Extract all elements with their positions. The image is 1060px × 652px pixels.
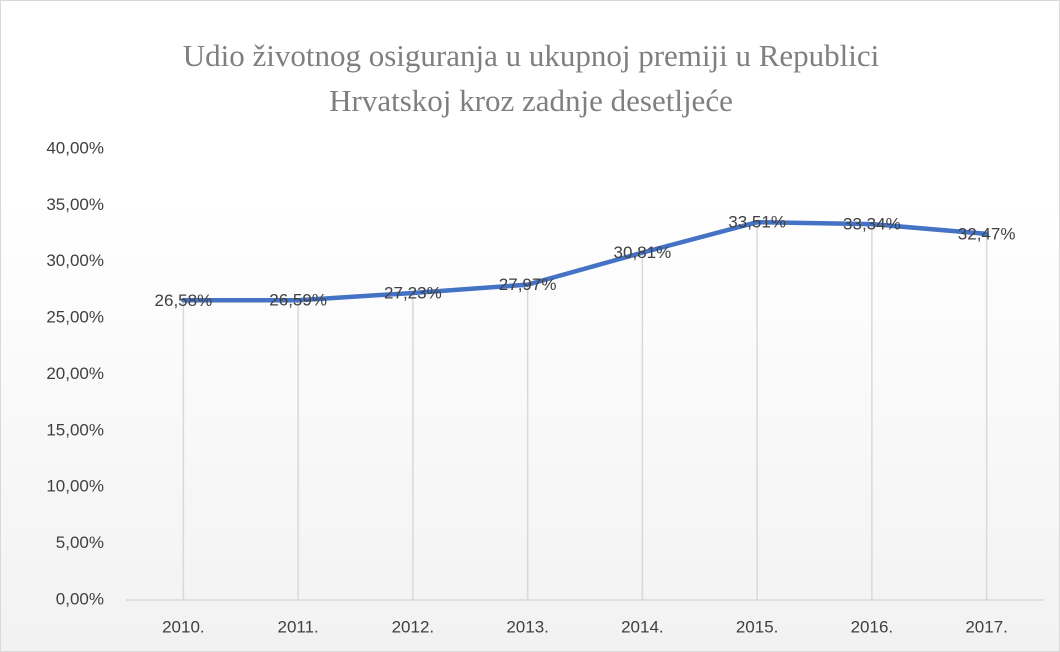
data-label: 33,51%	[728, 213, 786, 232]
data-label: 27,97%	[499, 275, 557, 294]
y-tick-label: 15,00%	[46, 420, 104, 439]
data-label: 32,47%	[958, 224, 1016, 243]
data-label: 26,59%	[269, 291, 327, 310]
x-tick-label: 2010.	[162, 617, 205, 636]
data-label: 27,23%	[384, 283, 442, 302]
y-tick-label: 20,00%	[46, 364, 104, 383]
x-tick-label: 2013.	[506, 617, 549, 636]
data-label: 26,58%	[155, 291, 213, 310]
y-tick-label: 10,00%	[46, 477, 104, 496]
y-tick-label: 0,00%	[56, 589, 104, 608]
data-label: 33,34%	[843, 215, 901, 234]
x-tick-label: 2014.	[621, 617, 664, 636]
data-line	[181, 219, 989, 303]
x-tick-label: 2012.	[392, 617, 435, 636]
x-tick-label: 2016.	[851, 617, 894, 636]
y-tick-label: 40,00%	[46, 138, 104, 157]
x-tick-label: 2017.	[965, 617, 1008, 636]
y-tick-label: 35,00%	[46, 195, 104, 214]
x-tick-label: 2015.	[736, 617, 779, 636]
x-tick-label: 2011.	[277, 617, 318, 636]
y-tick-label: 25,00%	[46, 308, 104, 327]
y-tick-label: 30,00%	[46, 251, 104, 270]
y-tick-label: 5,00%	[56, 533, 104, 552]
chart-title: Udio životnog osiguranja u ukupnoj premi…	[182, 38, 880, 118]
data-label: 30,81%	[614, 243, 672, 262]
